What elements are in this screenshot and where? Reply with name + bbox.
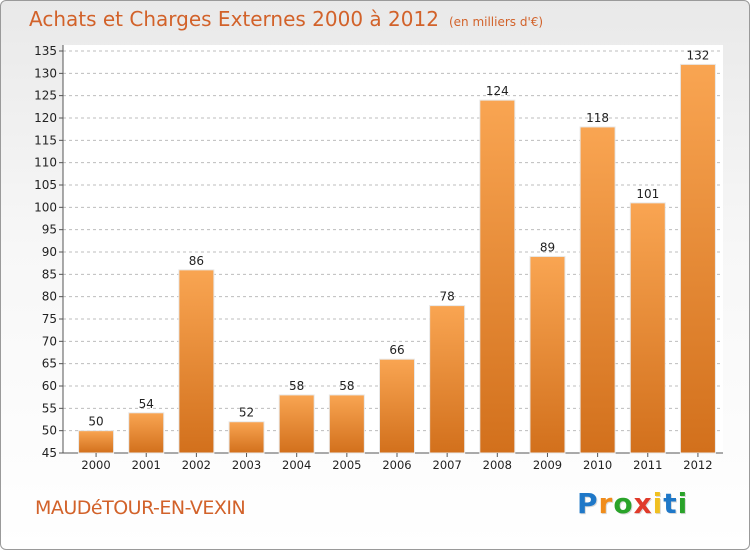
y-tick-label: 60 (42, 379, 57, 393)
x-tick-label: 2009 (533, 458, 562, 472)
x-tick-label: 2003 (232, 458, 261, 472)
x-tick-label: 2004 (282, 458, 311, 472)
logo-letter: o (613, 487, 634, 520)
y-tick-label: 135 (34, 44, 57, 58)
y-tick-label: 50 (42, 424, 57, 438)
chart-title: Achats et Charges Externes 2000 à 2012 (e… (29, 7, 543, 31)
bar (178, 269, 215, 454)
x-tick-label: 2010 (583, 458, 612, 472)
y-tick-label: 95 (42, 223, 57, 237)
logo-letter: i (677, 487, 689, 520)
commune-name: MAUDéTOUR-EN-VEXIN (35, 497, 246, 519)
x-tick-label: 2007 (433, 458, 462, 472)
bar (679, 63, 716, 454)
bar (579, 126, 616, 454)
bar-value-label: 124 (486, 84, 509, 98)
bar (529, 255, 566, 454)
chart-title-text: Achats et Charges Externes 2000 à 2012 (29, 7, 439, 31)
bar-value-label: 50 (88, 415, 103, 429)
bar-value-label: 101 (636, 187, 659, 201)
y-tick-label: 100 (34, 200, 57, 214)
x-tick-label: 2005 (332, 458, 361, 472)
x-tick-label: 2001 (132, 458, 161, 472)
x-tick-label: 2008 (483, 458, 512, 472)
bar-value-label: 86 (189, 254, 204, 268)
y-tick-label: 115 (34, 133, 57, 147)
bar-value-label: 89 (540, 240, 555, 254)
bar-value-label: 132 (686, 48, 709, 62)
bar-value-label: 78 (440, 290, 455, 304)
y-tick-label: 110 (34, 156, 57, 170)
bar-value-label: 54 (139, 397, 154, 411)
y-tick-label: 85 (42, 267, 57, 281)
logo-letter: r (598, 487, 614, 520)
x-tick-label: 2000 (81, 458, 110, 472)
y-tick-label: 55 (42, 401, 57, 415)
logo-letter: x (633, 487, 653, 520)
bar-value-label: 58 (289, 379, 304, 393)
bar-value-label: 58 (339, 379, 354, 393)
logo-letter: i (652, 487, 664, 520)
proxiti-logo: Proxiti (577, 487, 688, 520)
bar (228, 421, 265, 454)
x-tick-label: 2011 (633, 458, 662, 472)
bar (78, 430, 115, 454)
x-tick-label: 2002 (182, 458, 211, 472)
y-tick-label: 45 (42, 446, 57, 460)
bar (278, 394, 315, 454)
y-tick-label: 130 (34, 66, 57, 80)
chart-unit: (en milliers d'€) (448, 15, 544, 29)
bar (128, 412, 165, 454)
bar-value-label: 66 (389, 343, 404, 357)
y-tick-label: 125 (34, 89, 57, 103)
y-tick-label: 90 (42, 245, 57, 259)
bar-value-label: 118 (586, 111, 609, 125)
y-tick-label: 65 (42, 357, 57, 371)
logo-letter: P (577, 487, 599, 520)
y-tick-label: 70 (42, 334, 57, 348)
bar (328, 394, 365, 454)
bar (479, 99, 516, 454)
bar-value-label: 52 (239, 406, 254, 420)
x-tick-label: 2006 (382, 458, 411, 472)
logo-letter: t (663, 487, 678, 520)
x-tick-label: 2012 (683, 458, 712, 472)
y-tick-label: 80 (42, 290, 57, 304)
bar (629, 202, 666, 454)
bar (429, 305, 466, 454)
y-tick-label: 120 (34, 111, 57, 125)
bar (379, 358, 415, 454)
y-tick-label: 75 (42, 312, 57, 326)
y-tick-label: 105 (34, 178, 57, 192)
